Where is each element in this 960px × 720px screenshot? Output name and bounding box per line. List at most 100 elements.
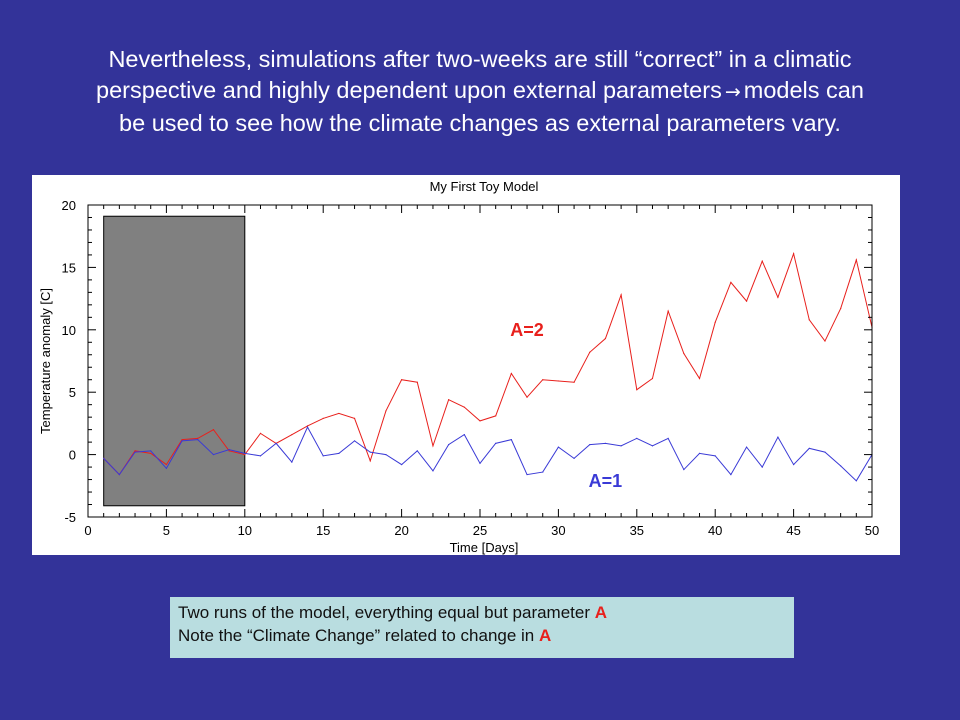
series-2-point — [385, 454, 387, 456]
y-axis-label: Temperature anomaly [C] — [38, 288, 53, 434]
x-tick-label: 35 — [630, 523, 644, 538]
series-line-2 — [103, 426, 873, 482]
title-line-2-rest: models can — [743, 77, 864, 103]
series-1-point — [448, 399, 450, 401]
series-2-point — [542, 471, 544, 473]
series-1-point — [495, 415, 497, 417]
series-2-point — [103, 457, 105, 459]
series-2-point — [573, 457, 575, 459]
series-1-point — [244, 454, 246, 456]
series-1-point — [557, 380, 560, 382]
series-1-point — [212, 429, 215, 431]
series-1-point — [197, 437, 199, 439]
x-tick-label: 20 — [394, 523, 408, 538]
series-1-point — [636, 389, 638, 391]
series-2-point — [777, 436, 779, 438]
title-line-3: be used to see how the climate changes a… — [119, 110, 841, 136]
series-2-point — [401, 463, 403, 466]
series-1-point — [306, 425, 309, 427]
series-2-point — [495, 442, 497, 444]
series-1-point — [620, 294, 622, 296]
series-2-point — [259, 455, 262, 457]
series-1-point — [150, 452, 152, 454]
series-1-point — [730, 281, 732, 283]
series-2-point — [212, 454, 215, 456]
series-2-point — [667, 437, 669, 439]
series-1-point — [479, 420, 481, 422]
series-1-point — [542, 379, 544, 381]
series-2-point — [165, 467, 167, 469]
series-2-point — [150, 450, 152, 452]
right-arrow-icon: → — [724, 81, 741, 103]
series-2-point — [620, 445, 622, 447]
series-1-point — [401, 379, 403, 381]
series-1-point — [432, 445, 434, 447]
series-2-point — [651, 445, 654, 447]
series-2-point — [855, 480, 857, 482]
series-label-1: A=2 — [510, 320, 544, 340]
x-tick-label: 30 — [551, 523, 565, 538]
x-tick-label: 0 — [84, 523, 91, 538]
series-2-point — [557, 446, 560, 448]
series-2-point — [291, 461, 293, 463]
series-2-point — [636, 437, 638, 439]
series-1-point — [667, 310, 669, 312]
series-2-point — [197, 439, 199, 441]
series-2-point — [228, 449, 230, 451]
y-tick-label: 5 — [69, 385, 76, 400]
series-1-point — [761, 260, 763, 262]
series-1-point — [683, 352, 685, 355]
series-2-point — [604, 442, 607, 444]
series-2-point — [181, 440, 183, 442]
series-2-point — [322, 455, 324, 457]
series-1-point — [259, 432, 262, 434]
caption-line-1: Two runs of the model, everything equal … — [178, 601, 786, 624]
series-1-point — [228, 450, 230, 452]
series-2-point — [479, 462, 481, 464]
series-2-point — [244, 452, 246, 454]
y-tick-label: 10 — [62, 323, 76, 338]
series-2-point — [761, 466, 763, 468]
series-1-point — [589, 351, 591, 353]
series-2-point — [824, 451, 826, 453]
series-1-point — [385, 410, 387, 412]
caption-line-2-text: Note the “Climate Change” related to cha… — [178, 626, 539, 645]
series-1-point — [714, 321, 716, 323]
series-2-point — [416, 450, 418, 452]
series-1-point — [808, 319, 810, 321]
series-2-point — [683, 468, 685, 471]
series-1-point — [855, 259, 857, 261]
series-2-point — [793, 463, 795, 466]
x-axis-label: Time [Days] — [450, 540, 519, 555]
series-2-point — [134, 451, 136, 453]
series-1-point — [573, 381, 575, 383]
series-line-1 — [103, 251, 873, 476]
series-2-point — [526, 473, 528, 476]
series-1-point — [510, 372, 512, 375]
series-2-point — [589, 444, 591, 446]
x-tick-label: 25 — [473, 523, 487, 538]
title-line-2-text: perspective and highly dependent upon ex… — [96, 77, 722, 103]
series-2-point — [306, 426, 309, 428]
y-tick-label: 0 — [69, 448, 76, 463]
series-1-point — [181, 439, 183, 441]
series-2-point — [432, 470, 434, 472]
series-2-point — [510, 439, 512, 441]
series-1-point — [416, 381, 418, 383]
series-2-point — [745, 446, 748, 448]
series-1-point — [698, 377, 701, 380]
series-2-point — [275, 442, 277, 444]
series-2-point — [463, 434, 465, 436]
title-line-1: Nevertheless, simulations after two-week… — [108, 46, 852, 72]
series-1-point — [353, 417, 356, 420]
caption-param-2: A — [538, 626, 552, 645]
shaded-region — [103, 215, 246, 507]
y-tick-label: 15 — [62, 260, 76, 275]
caption-line-2: Note the “Climate Change” related to cha… — [178, 624, 786, 647]
series-1-point — [291, 434, 293, 436]
chart-title: My First Toy Model — [430, 179, 539, 194]
series-2-point — [118, 473, 120, 476]
series-1-point — [604, 337, 607, 340]
slide-title: Nevertheless, simulations after two-week… — [20, 44, 940, 139]
series-1-point — [777, 296, 779, 298]
